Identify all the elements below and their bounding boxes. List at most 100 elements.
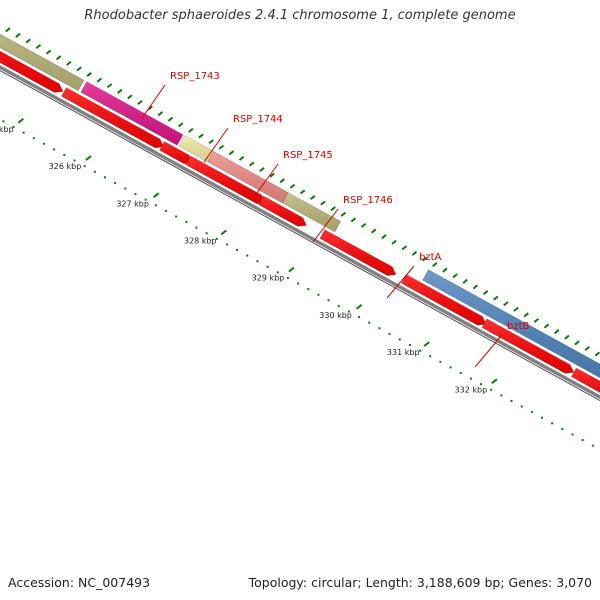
outer-tick <box>493 295 499 301</box>
ruler-dot <box>144 198 147 201</box>
ruler-dot <box>347 310 350 313</box>
outer-tick <box>228 150 235 156</box>
ruler-dot <box>73 159 76 162</box>
ruler-label: 328 kbp <box>184 236 217 245</box>
outer-tick <box>594 351 600 357</box>
ruler-dot <box>114 181 117 184</box>
gene-label-bztb: bztB <box>507 321 530 332</box>
ruler-dot <box>205 232 208 235</box>
outer-tick <box>564 334 570 340</box>
ruler-major-tick <box>220 229 227 236</box>
ruler-dot <box>225 243 228 246</box>
ruler-dot <box>175 215 178 218</box>
outer-tick <box>482 290 489 296</box>
outer-tick <box>340 211 346 217</box>
ruler-dot <box>215 237 218 240</box>
ruler-dot <box>63 153 66 156</box>
gene-label-rsp1743: RSP_1743 <box>170 71 220 82</box>
outer-tick <box>106 83 113 89</box>
outer-tick <box>86 72 92 77</box>
ruler-dot <box>408 344 411 347</box>
callout-bzta <box>386 265 415 299</box>
ruler-dot <box>459 371 462 374</box>
outer-tick <box>35 44 42 50</box>
ruler-dot <box>124 187 127 190</box>
cog-rsp1746-shade <box>282 192 341 232</box>
ruler-dot <box>429 355 432 358</box>
ruler-dot <box>530 411 533 414</box>
cds-arrow-3-shade <box>159 141 193 164</box>
ruler-dot <box>93 170 96 173</box>
ruler-dot <box>449 366 452 369</box>
gene-label-rsp1745: RSP_1745 <box>283 150 333 161</box>
outer-tick <box>299 189 306 195</box>
cog-bztb-shade <box>422 269 600 378</box>
cog-rsp1743-shade <box>80 81 183 146</box>
outer-tick <box>177 122 184 128</box>
outer-tick <box>391 239 397 245</box>
cds-arrow-6-shade <box>319 229 396 276</box>
ruler-dot <box>561 427 564 430</box>
callout-rsp1745 <box>253 163 279 198</box>
ruler-dot <box>103 176 106 179</box>
outer-tick <box>15 32 21 38</box>
outer-tick <box>218 144 225 150</box>
outer-tick <box>167 116 174 122</box>
outer-tick <box>350 217 357 223</box>
ruler-dot <box>164 209 167 212</box>
ruler-dot <box>317 293 320 296</box>
ruler-dot <box>378 327 381 330</box>
cds-arrow-7-shade <box>401 274 487 326</box>
ruler-major-tick <box>491 378 498 385</box>
outer-tick <box>127 94 133 100</box>
outer-tick <box>533 317 540 323</box>
outer-tick <box>188 127 194 133</box>
outer-tick <box>513 306 519 312</box>
callout-bztb <box>474 334 503 368</box>
gene-label-rsp1744: RSP_1744 <box>233 114 283 125</box>
ruler-dot <box>297 282 300 285</box>
map-title: Rhodobacter sphaeroides 2.4.1 chromosome… <box>84 8 516 23</box>
ruler-label: 326 kbp <box>49 162 82 171</box>
ruler-dot <box>480 383 483 386</box>
ruler-dot <box>286 276 289 279</box>
ruler-dot <box>83 165 86 168</box>
cog-track <box>0 33 600 379</box>
ruler-dot <box>32 137 35 140</box>
outer-tick <box>55 55 62 61</box>
ruler-dot <box>591 444 594 447</box>
ruler-dot <box>246 254 249 257</box>
outer-tick <box>503 301 509 307</box>
label-layer: 325 kbp 326 kbp 327 kbp 328 kbp 329 kbp 330 k… <box>0 71 530 394</box>
outer-tick <box>310 195 316 200</box>
ruler-dot <box>185 221 188 224</box>
outer-tick <box>269 172 275 178</box>
outer-tick <box>5 27 11 33</box>
ruler-label: 331 kbp <box>387 348 420 357</box>
ruler-dot <box>22 131 25 134</box>
ruler-major-tick <box>85 155 92 161</box>
ruler-label: 332 kbp <box>455 385 488 394</box>
cds-arrow-1-shade <box>0 51 63 93</box>
cds-arrow-4-shade <box>185 156 266 204</box>
outer-tick <box>249 161 255 167</box>
outer-tick <box>198 133 204 139</box>
outer-tick <box>371 228 377 234</box>
outer-tick <box>147 105 153 111</box>
ruler-dot <box>469 377 472 380</box>
cds-arrow-8-shade <box>482 318 574 374</box>
ruler-dot <box>42 142 45 145</box>
ruler-dot <box>520 405 523 408</box>
ruler-dot <box>2 120 5 123</box>
ruler-dot <box>368 321 371 324</box>
outer-tick <box>452 273 458 279</box>
ruler-dot <box>510 399 513 402</box>
gene-label-bzta: bztA <box>419 252 442 263</box>
outer-tick <box>462 278 468 284</box>
ruler-dot <box>358 316 361 319</box>
cog-rsp1744-shade <box>179 135 214 162</box>
outer-tick <box>330 206 336 212</box>
callout-rsp1746 <box>312 208 339 243</box>
ruler-major-tick <box>288 266 295 273</box>
